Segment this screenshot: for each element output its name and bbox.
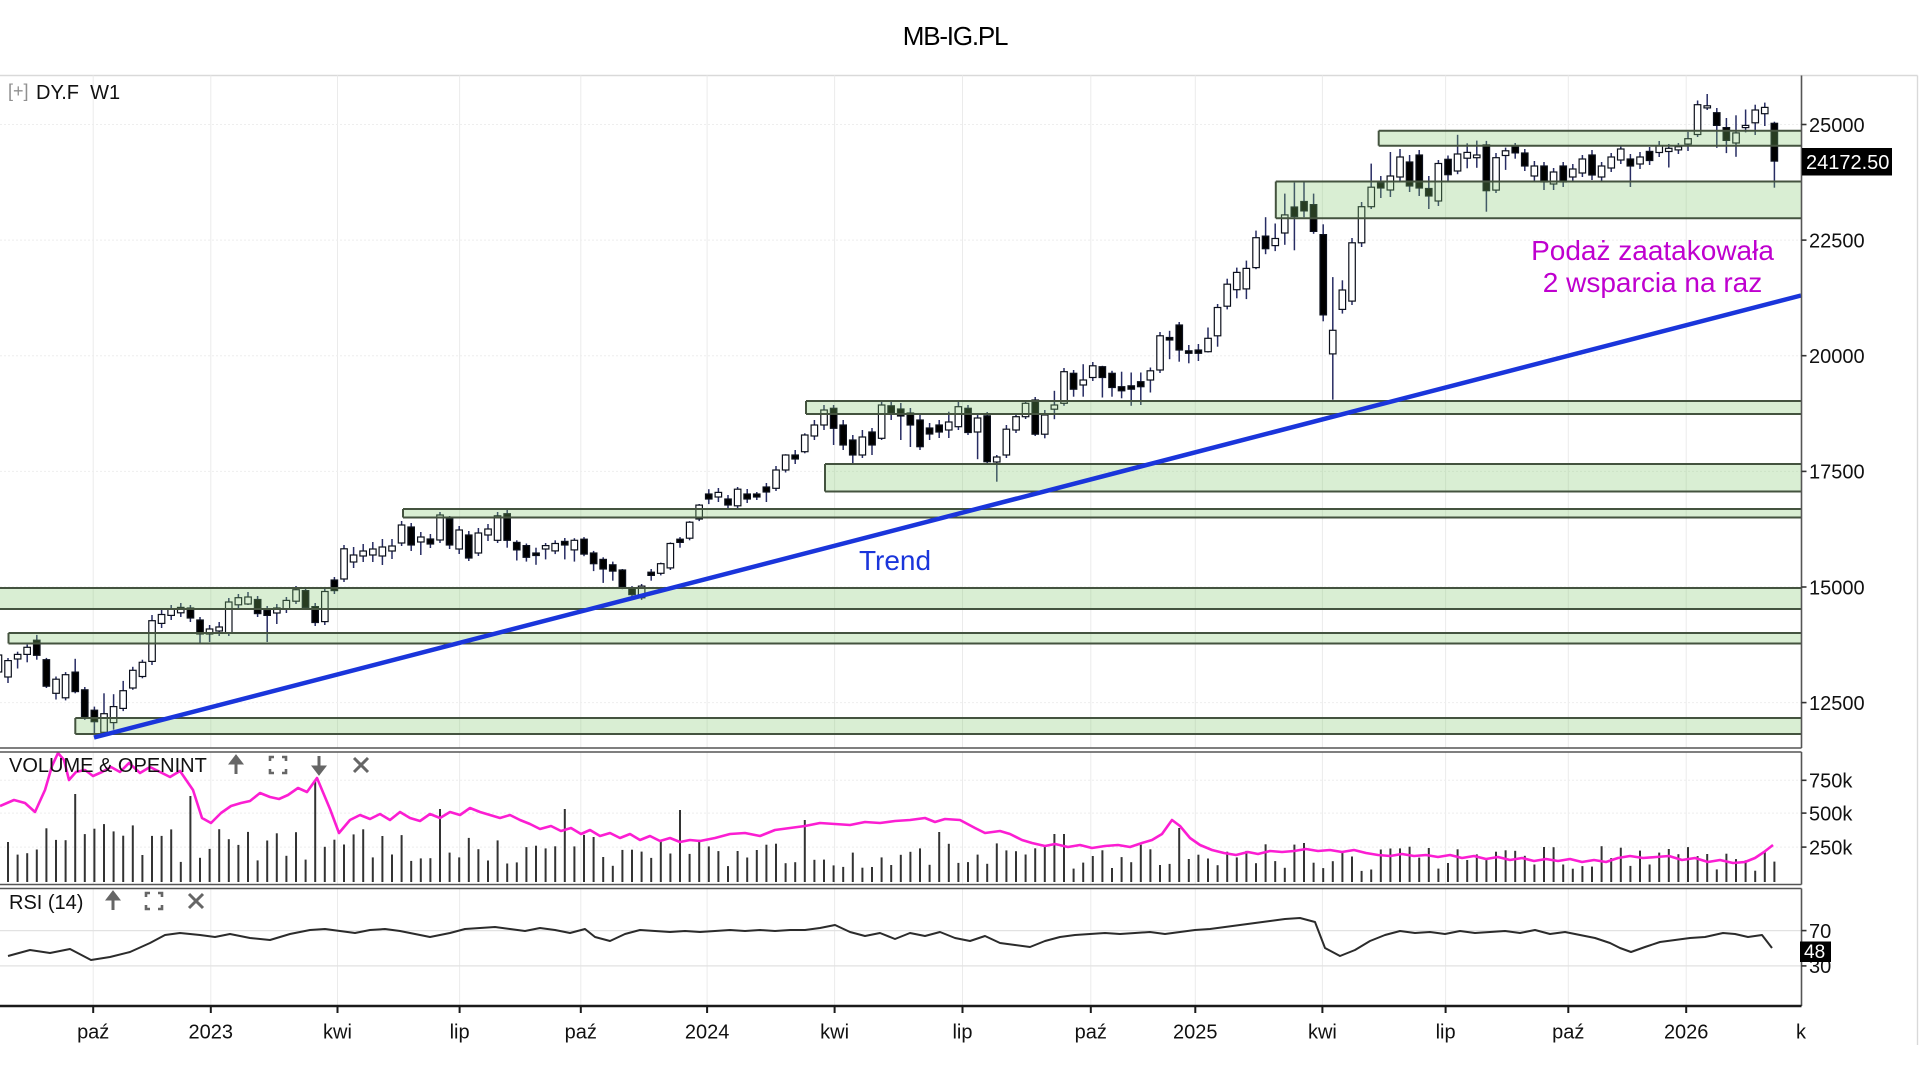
svg-text:24172.50: 24172.50 <box>1806 152 1889 174</box>
svg-text:paź: paź <box>77 1022 109 1044</box>
svg-text:25000: 25000 <box>1809 115 1865 137</box>
svg-text:22500: 22500 <box>1809 230 1865 252</box>
svg-text:lip: lip <box>450 1022 470 1044</box>
svg-text:500k: 500k <box>1809 803 1853 825</box>
svg-text:15000: 15000 <box>1809 577 1865 599</box>
svg-text:Podaż zaatakowała: Podaż zaatakowała <box>1531 235 1774 266</box>
svg-text:17500: 17500 <box>1809 462 1865 484</box>
svg-text:2 wsparcia na raz: 2 wsparcia na raz <box>1543 267 1762 298</box>
svg-text:lip: lip <box>1436 1022 1456 1044</box>
svg-text:2024: 2024 <box>685 1022 730 1044</box>
svg-text:paź: paź <box>565 1022 597 1044</box>
svg-text:[+]: [+] <box>8 81 29 101</box>
svg-text:RSI (14): RSI (14) <box>9 892 83 914</box>
svg-text:DY.F W1: DY.F W1 <box>36 82 120 104</box>
svg-text:VOLUME & OPENINT: VOLUME & OPENINT <box>9 755 207 777</box>
svg-text:MB-IG.PL: MB-IG.PL <box>903 21 1008 51</box>
svg-text:kwi: kwi <box>820 1022 849 1044</box>
svg-text:paź: paź <box>1075 1022 1107 1044</box>
svg-text:750k: 750k <box>1809 771 1853 793</box>
svg-text:2023: 2023 <box>189 1022 234 1044</box>
svg-text:250k: 250k <box>1809 837 1853 859</box>
svg-text:20000: 20000 <box>1809 346 1865 368</box>
svg-text:kwi: kwi <box>1308 1022 1337 1044</box>
svg-text:k: k <box>1796 1022 1807 1044</box>
svg-text:paź: paź <box>1552 1022 1584 1044</box>
svg-text:2025: 2025 <box>1173 1022 1218 1044</box>
svg-text:48: 48 <box>1804 942 1825 963</box>
svg-text:2026: 2026 <box>1664 1022 1709 1044</box>
svg-text:lip: lip <box>952 1022 972 1044</box>
svg-text:kwi: kwi <box>323 1022 352 1044</box>
svg-text:12500: 12500 <box>1809 693 1865 715</box>
svg-text:70: 70 <box>1809 921 1831 943</box>
svg-text:Trend: Trend <box>859 545 931 576</box>
